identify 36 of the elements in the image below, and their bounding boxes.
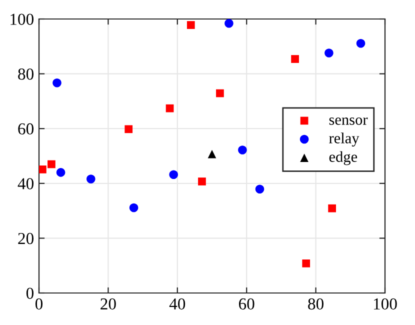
point	[255, 184, 264, 194]
point	[238, 146, 247, 154]
x-tick-label: 100	[374, 298, 397, 310]
point	[56, 168, 66, 177]
point	[129, 203, 138, 212]
point	[216, 89, 224, 98]
y-tick-label: 80	[18, 68, 34, 80]
point	[124, 125, 133, 134]
point	[86, 174, 96, 184]
y-tick-label: 60	[18, 123, 34, 135]
legend-label: edge	[329, 151, 358, 166]
x-tick-label: 60	[238, 298, 254, 310]
x-tick-label: 0	[35, 298, 43, 310]
legend-label: sensor	[329, 118, 368, 125]
point	[224, 19, 234, 28]
point	[166, 104, 174, 112]
point	[302, 259, 310, 268]
x-tick-label: 40	[169, 298, 186, 310]
y-tick-label: 40	[18, 178, 34, 190]
point	[48, 160, 56, 168]
point	[186, 21, 195, 29]
point	[169, 170, 178, 180]
point	[356, 38, 366, 48]
x-tick-label: 80	[308, 298, 324, 310]
legend-label: relay	[329, 132, 360, 147]
point	[208, 150, 216, 158]
point	[324, 48, 334, 58]
point	[291, 55, 299, 63]
point	[39, 166, 46, 174]
y-tick-label: 0	[26, 288, 34, 299]
y-tick-label: 100	[10, 14, 34, 25]
x-tick-label: 20	[100, 298, 116, 310]
point	[198, 178, 206, 186]
point	[52, 78, 62, 88]
point	[328, 204, 336, 212]
y-tick-label: 20	[18, 232, 34, 244]
